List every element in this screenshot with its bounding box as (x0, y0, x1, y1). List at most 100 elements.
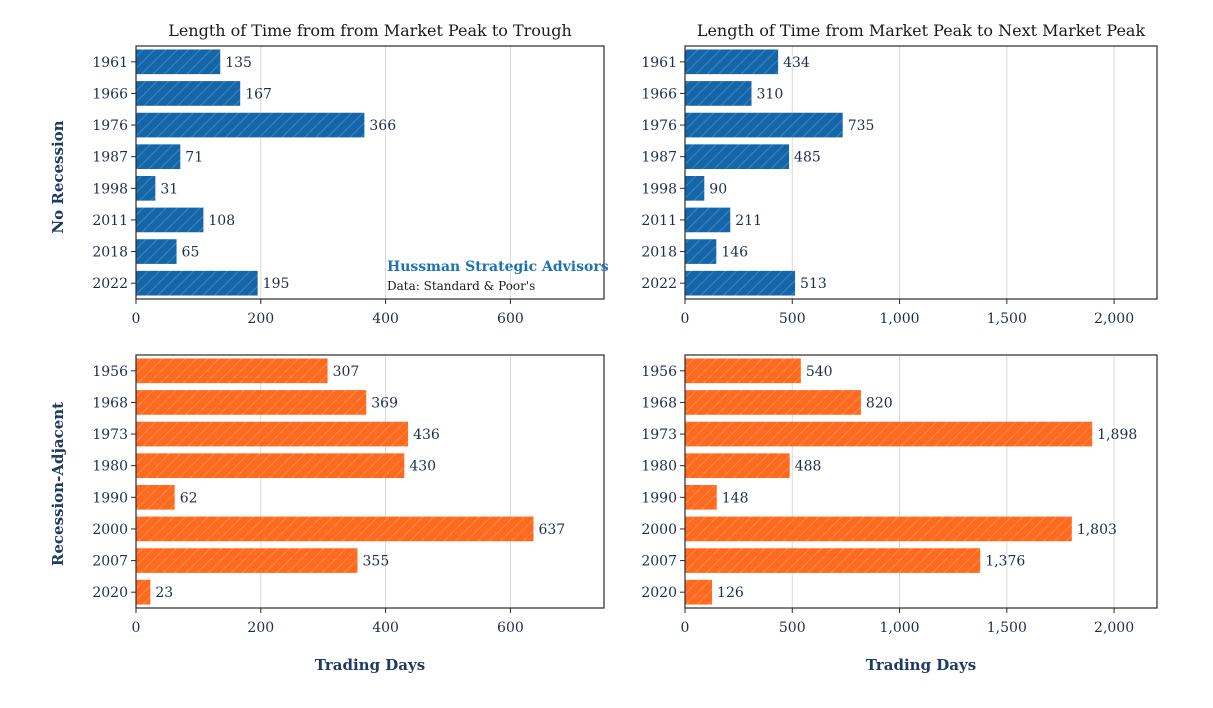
peak-to-peak-recession-value-label-2000: 1,803 (1077, 522, 1117, 538)
peak-to-trough-no-recession-bar-1998 (136, 175, 156, 201)
peak-to-peak-no-recession-category-label-2018: 2018 (641, 245, 677, 261)
peak-to-trough-no-recession-category-label-2022: 2022 (92, 276, 128, 292)
peak-to-peak-recession-bar-2020 (685, 579, 713, 605)
peak-to-peak-recession-value-label-2020: 126 (717, 585, 744, 601)
peak-to-trough-recession-x-tick-label-2: 400 (372, 620, 399, 636)
peak-to-trough-recession-x-axis-title: Trading Days (315, 656, 425, 674)
peak-to-peak-recession-value-label-1956: 540 (806, 364, 833, 380)
peak-to-trough-recession-value-label-1956: 307 (333, 364, 360, 380)
peak-to-trough-no-recession-value-label-1998: 31 (160, 181, 178, 197)
peak-to-peak-recession-category-label-1990: 1990 (641, 490, 677, 506)
peak-to-trough-no-recession-category-label-1966: 1966 (92, 86, 128, 102)
peak-to-peak-recession-bar-1956 (685, 358, 801, 384)
peak-to-peak-no-recession-x-tick-label-2: 1,000 (879, 311, 919, 327)
peak-to-peak-recession-x-tick-label-0: 0 (681, 620, 690, 636)
peak-to-trough-no-recession-value-label-1976: 366 (369, 118, 396, 134)
peak-to-peak-no-recession-plot-frame (684, 45, 1158, 300)
peak-to-peak-recession-bar-1968 (685, 390, 861, 415)
peak-to-trough-recession-bar-2000 (136, 516, 534, 542)
peak-to-trough-recession-bar-2020 (136, 579, 151, 605)
peak-to-peak-no-recession-value-label-1966: 310 (757, 86, 784, 102)
peak-to-peak-no-recession-value-label-2018: 146 (721, 245, 748, 261)
peak-to-peak-recession-bar-1980 (685, 453, 790, 479)
peak-to-trough-recession-value-label-2020: 23 (155, 585, 173, 601)
peak-to-peak-no-recession-value-label-1998: 90 (709, 181, 727, 197)
peak-to-trough-recession-value-label-1973: 436 (413, 427, 440, 443)
peak-to-trough-recession-value-label-1980: 430 (409, 459, 436, 475)
peak-to-peak-recession-value-label-1980: 488 (795, 459, 822, 475)
peak-to-trough-recession-x-tick-label-1: 200 (247, 620, 274, 636)
peak-to-peak-no-recession-bar-1976 (685, 112, 843, 138)
watermark-brand: Hussman Strategic Advisors (387, 259, 609, 275)
peak-to-peak-no-recession-x-tick-label-4: 2,000 (1094, 311, 1134, 327)
peak-to-peak-no-recession-category-label-2022: 2022 (641, 276, 677, 292)
peak-to-trough-recession-category-label-2000: 2000 (92, 522, 128, 538)
peak-to-trough-no-recession-category-label-2011: 2011 (92, 213, 128, 229)
peak-to-peak-no-recession-x-tick-label-3: 1,500 (987, 311, 1027, 327)
peak-to-peak-no-recession-category-label-1976: 1976 (641, 118, 677, 134)
peak-to-peak-recession-value-label-1968: 820 (866, 395, 893, 411)
peak-to-peak-no-recession-bar-1966 (685, 81, 752, 106)
peak-to-trough-recession-category-label-1980: 1980 (92, 459, 128, 475)
peak-to-trough-recession-value-label-2007: 355 (363, 554, 390, 570)
peak-to-peak-recession-x-tick-label-3: 1,500 (987, 620, 1027, 636)
peak-to-trough-no-recession-x-tick-label-2: 400 (372, 311, 399, 327)
panel-peak-to-peak-recession: 1956 540 1968 820 1973 1,898 1980 488 1990 148 200… (641, 354, 1158, 674)
peak-to-peak-recession-x-tick-label-1: 500 (779, 620, 806, 636)
peak-to-trough-no-recession-category-label-1998: 1998 (92, 181, 128, 197)
peak-to-peak-no-recession-bar-1987 (685, 144, 790, 170)
panel-peak-to-peak-no-recession: 1961 434 1966 310 1976 735 1987 485 1998 90 2011 21… (641, 21, 1158, 327)
peak-to-trough-recession-category-label-2007: 2007 (92, 554, 128, 570)
peak-to-peak-recession-plot-frame (684, 354, 1158, 609)
peak-to-trough-no-recession-x-tick-label-3: 600 (497, 311, 524, 327)
peak-to-peak-recession-value-label-1990: 148 (722, 490, 749, 506)
peak-to-trough-recession-plot-frame (135, 354, 605, 609)
watermark-source: Data: Standard & Poor's (387, 279, 535, 293)
peak-to-trough-recession-value-label-2000: 637 (538, 522, 565, 538)
peak-to-trough-no-recession-bar-2011 (136, 207, 204, 233)
panel-peak-to-trough-no-recession: 1961 135 1966 167 1976 366 1987 71 1998 31 2011 108… (92, 21, 605, 327)
peak-to-trough-recession-category-label-1968: 1968 (92, 395, 128, 411)
peak-to-trough-no-recession-bar-2022 (136, 270, 258, 296)
peak-to-peak-recession-bar-2000 (685, 516, 1072, 542)
peak-to-trough-no-recession-bar-1966 (136, 81, 241, 106)
peak-to-peak-recession-category-label-1968: 1968 (641, 395, 677, 411)
peak-to-peak-recession-value-label-2007: 1,376 (985, 554, 1025, 570)
peak-to-trough-recession-x-tick-label-0: 0 (132, 620, 141, 636)
peak-to-peak-no-recession-title: Length of Time from Market Peak to Next … (697, 21, 1146, 40)
peak-to-trough-no-recession-x-tick-label-0: 0 (132, 311, 141, 327)
peak-to-peak-no-recession-value-label-2022: 513 (800, 276, 827, 292)
peak-to-peak-recession-category-label-2007: 2007 (641, 554, 677, 570)
peak-to-peak-recession-x-tick-label-4: 2,000 (1094, 620, 1134, 636)
peak-to-peak-recession-x-axis-title: Trading Days (866, 656, 976, 674)
peak-to-trough-no-recession-bar-1961 (136, 49, 221, 75)
peak-to-peak-no-recession-category-label-1966: 1966 (641, 86, 677, 102)
peak-to-peak-recession-value-label-1973: 1,898 (1097, 427, 1137, 443)
peak-to-peak-recession-category-label-1973: 1973 (641, 427, 677, 443)
peak-to-trough-no-recession-x-tick-label-1: 200 (247, 311, 274, 327)
peak-to-peak-recession-bar-1973 (685, 421, 1093, 447)
peak-to-trough-recession-category-label-1990: 1990 (92, 490, 128, 506)
peak-to-trough-recession-bar-1968 (136, 390, 367, 415)
peak-to-trough-recession-category-label-2020: 2020 (92, 585, 128, 601)
peak-to-trough-no-recession-bar-1976 (136, 112, 365, 138)
peak-to-trough-recession-category-label-1973: 1973 (92, 427, 128, 443)
peak-to-peak-no-recession-category-label-1998: 1998 (641, 181, 677, 197)
peak-to-trough-no-recession-category-label-2018: 2018 (92, 245, 128, 261)
peak-to-trough-no-recession-title: Length of Time from from Market Peak to … (168, 21, 572, 40)
peak-to-peak-recession-bar-2007 (685, 548, 981, 573)
peak-to-trough-no-recession-plot-frame (135, 45, 605, 300)
peak-to-peak-no-recession-x-tick-label-1: 500 (779, 311, 806, 327)
peak-to-peak-recession-x-tick-label-2: 1,000 (879, 620, 919, 636)
peak-to-peak-no-recession-value-label-2011: 211 (735, 213, 762, 229)
peak-to-trough-recession-bar-1990 (136, 484, 175, 510)
peak-to-trough-recession-bar-1980 (136, 453, 405, 479)
peak-to-trough-no-recession-category-label-1987: 1987 (92, 150, 128, 166)
peak-to-peak-no-recession-category-label-2011: 2011 (641, 213, 677, 229)
peak-to-trough-recession-bar-1973 (136, 421, 409, 447)
row-title-recession-adjacent: Recession-Adjacent (49, 402, 67, 566)
peak-to-trough-no-recession-bar-1987 (136, 144, 181, 170)
peak-to-peak-no-recession-bar-1961 (685, 49, 779, 75)
row-title-no-recession: No Recession (49, 120, 67, 233)
